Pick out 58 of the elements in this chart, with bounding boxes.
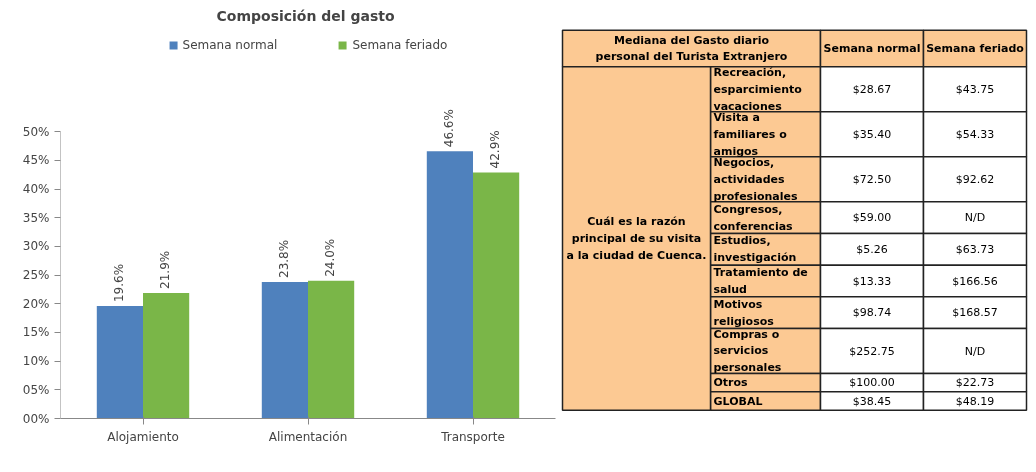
y-tick-label: 50% — [22, 124, 50, 139]
y-tick-label: 25% — [22, 268, 50, 283]
y-tick-label: Estudios, investigación — [713, 234, 797, 265]
data-label: $22.73 — [955, 376, 995, 390]
text: N/D — [964, 211, 986, 225]
y-tick-label: 05% — [22, 382, 50, 397]
data-label: $59.00 — [852, 211, 892, 225]
data-label: $166.56 — [952, 274, 998, 288]
data-label: $92.62 — [955, 172, 995, 186]
data-label: 42.9% — [488, 130, 503, 169]
y-tick-label: 15% — [22, 325, 50, 340]
data-label: $43.75 — [955, 82, 995, 96]
x-tick-label: Transporte — [440, 429, 505, 444]
text: N/D — [964, 344, 986, 358]
data-label: $38.45 — [852, 394, 892, 408]
data-label: $100.00 — [849, 376, 895, 390]
y-tick-label: 40% — [22, 182, 50, 197]
y-tick-label: 35% — [22, 210, 50, 225]
bar — [261, 282, 308, 419]
y-tick-label: Tratamiento de salud — [713, 266, 808, 296]
chart-title: Composición del gasto — [216, 7, 395, 24]
y-tick-label: Compras o servicios personales — [713, 327, 782, 375]
data-label: $63.73 — [955, 242, 995, 256]
y-tick-label: Visita a familiares o amigos — [713, 110, 788, 158]
y-tick-label: 20% — [22, 296, 50, 311]
data-label: $35.40 — [852, 127, 892, 141]
bar — [143, 292, 190, 419]
data-label: $28.67 — [852, 82, 892, 96]
data-label: $54.33 — [955, 127, 995, 141]
data-label: 46.6% — [441, 109, 456, 148]
data-label: $13.33 — [852, 274, 892, 288]
bar — [426, 151, 473, 419]
y-tick-label: GLOBAL — [713, 394, 763, 408]
bar — [96, 306, 143, 419]
y-tick-label: 00% — [22, 411, 50, 426]
y-tick-label: 10% — [22, 354, 50, 369]
x-tick-label: Alojamiento — [107, 429, 179, 444]
data-label: 19.6% — [111, 263, 126, 303]
bar — [308, 280, 355, 419]
y-tick-label: Congresos, conferencias — [713, 202, 794, 233]
data-label: $252.75 — [849, 344, 895, 358]
data-label: $5.26 — [856, 242, 888, 256]
data-label: 24.0% — [323, 238, 338, 277]
text: Mediana del Gasto diario personal del Turista Extranjero — [595, 33, 788, 64]
data-label: $168.57 — [952, 306, 998, 320]
y-tick-label: 45% — [22, 153, 50, 168]
y-tick-label: Otros — [713, 376, 749, 390]
y-tick-label: 30% — [22, 239, 50, 254]
y-axis-title: Cuál es la razón principal de su visita a la ciudad de Cuenca. — [566, 215, 707, 262]
x-tick-label: Alimentación — [268, 429, 348, 444]
data-label: $98.74 — [852, 306, 892, 320]
y-tick-label: Motivos religiosos — [713, 297, 775, 328]
data-label: 21.9% — [158, 250, 173, 289]
data-label: 23.8% — [276, 239, 291, 278]
bar — [473, 172, 520, 419]
data-label: $48.19 — [955, 394, 995, 408]
y-tick-label: Recreación, esparcimiento vacaciones — [713, 65, 803, 113]
data-label: $72.50 — [852, 172, 892, 186]
